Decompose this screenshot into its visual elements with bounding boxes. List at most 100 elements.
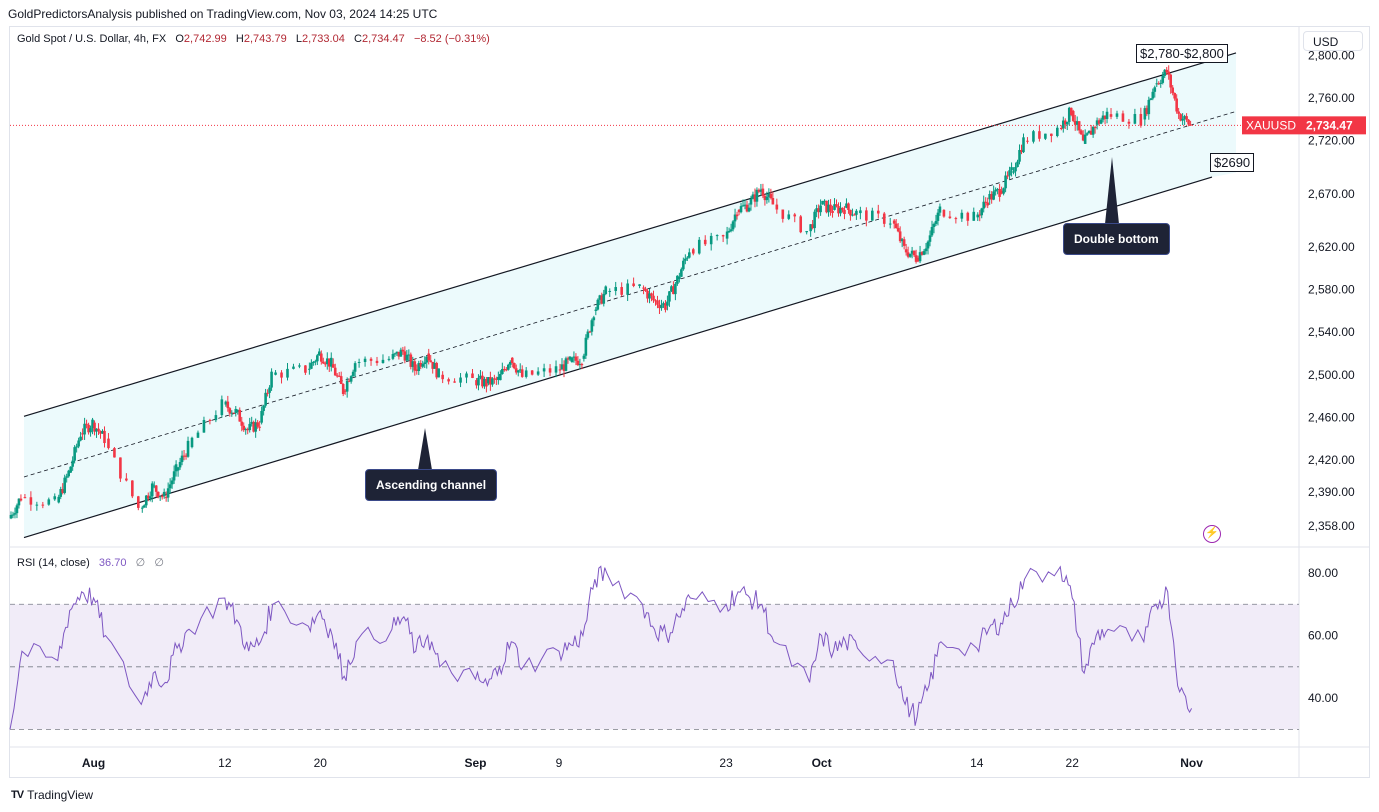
candle-body (152, 485, 156, 487)
candle-body (731, 221, 735, 230)
candle-body (1093, 126, 1097, 128)
candle-body (926, 241, 930, 249)
candle-body (584, 337, 588, 356)
candle-body (1038, 131, 1041, 139)
candle-body (900, 239, 904, 242)
candle-body (841, 207, 844, 210)
candle-body (670, 286, 673, 292)
candle-body (29, 497, 33, 505)
candle-body (81, 433, 84, 435)
low-value: 2,733.04 (302, 33, 345, 45)
candle-body (976, 214, 980, 218)
candle-body (266, 392, 269, 394)
candle-body (658, 304, 661, 309)
candle-body (236, 409, 240, 413)
candle-body (1171, 87, 1174, 93)
footer-brand[interactable]: TV TradingView (11, 788, 93, 802)
candle-body (632, 283, 635, 287)
candle-body (980, 208, 984, 216)
candle-body (948, 216, 952, 219)
candle-body (1177, 111, 1180, 114)
candle-body (240, 421, 244, 426)
price-tick-label: 2,500.00 (1308, 368, 1355, 382)
candle-body (988, 194, 991, 200)
candle-body (351, 371, 355, 377)
candle-body (140, 507, 144, 509)
candle-body (638, 284, 641, 287)
candle-body (592, 317, 596, 321)
candle-body (353, 363, 357, 372)
candle-body (190, 437, 194, 448)
candle-body (1121, 113, 1125, 122)
candle-body (765, 196, 769, 201)
candle-body (254, 422, 257, 432)
candle-body (1018, 149, 1021, 162)
candle-body (61, 489, 65, 493)
candle-body (471, 373, 474, 378)
candle-body (817, 208, 820, 213)
candle-body (214, 415, 218, 421)
candle-body (274, 372, 277, 375)
candle-body (425, 356, 429, 363)
time-tick-label: 20 (314, 756, 328, 770)
candle-body (602, 293, 606, 304)
candle-body (15, 505, 19, 514)
candle-body (85, 423, 88, 425)
candle-body (1169, 74, 1172, 88)
currency-selector[interactable]: USD (1303, 31, 1363, 51)
candle-body (252, 421, 255, 432)
candle-body (626, 283, 629, 295)
candle-body (453, 381, 456, 383)
candle-body (938, 206, 942, 213)
candle-body (847, 203, 850, 210)
candle-body (1143, 108, 1147, 120)
candle-body (262, 405, 265, 411)
candle-body (91, 419, 94, 429)
axes: 2,358.00 2,390.00 2,420.00 2,460.00 2,500.00… (82, 49, 1366, 770)
symbol-legend: Gold Spot / U.S. Dollar, 4h, FX O2,742.9… (17, 33, 490, 45)
candle-body (1163, 69, 1167, 76)
candle-body (431, 361, 435, 369)
open-value: 2,742.99 (183, 33, 227, 45)
candle-body (158, 496, 162, 498)
candle-body (1099, 119, 1103, 124)
candle-body (787, 214, 791, 219)
candle-body (9, 514, 13, 519)
candle-body (839, 207, 842, 214)
candle-body (1006, 175, 1009, 177)
candle-body (258, 426, 261, 428)
candle-body (676, 275, 679, 284)
candle-body (248, 423, 251, 431)
price-tag-symbol: XAUUSD (1246, 118, 1296, 132)
candle-body (1063, 120, 1067, 125)
candle-body (331, 364, 335, 368)
candle-body (363, 358, 367, 362)
ascending-channel-label: Ascending channel (365, 469, 498, 501)
candle-body (930, 226, 934, 236)
candle-body (280, 372, 283, 378)
candle-body (137, 496, 140, 508)
candle-body (320, 353, 323, 362)
candle-body (292, 366, 295, 369)
time-tick-label: 22 (1066, 756, 1080, 770)
candle-body (172, 471, 176, 481)
candle-body (510, 357, 514, 364)
price-tick-label: 2,460.00 (1308, 410, 1355, 424)
candle-body (805, 231, 808, 233)
candle-body (596, 299, 600, 310)
candle-body (17, 498, 21, 506)
candle-body (435, 362, 438, 378)
candle-body (666, 301, 669, 306)
candle-body (910, 250, 914, 254)
candle-body (1103, 115, 1107, 119)
price-tick-label: 2,760.00 (1308, 91, 1355, 105)
candle-body (148, 496, 152, 499)
candle-body (771, 197, 775, 205)
lightning-bolt-icon[interactable]: ⚡ (1203, 525, 1221, 543)
candle-body (41, 504, 45, 506)
candle-body (992, 191, 995, 200)
candle-body (1065, 121, 1069, 125)
candle-body (250, 421, 253, 424)
candle-body (479, 375, 482, 378)
